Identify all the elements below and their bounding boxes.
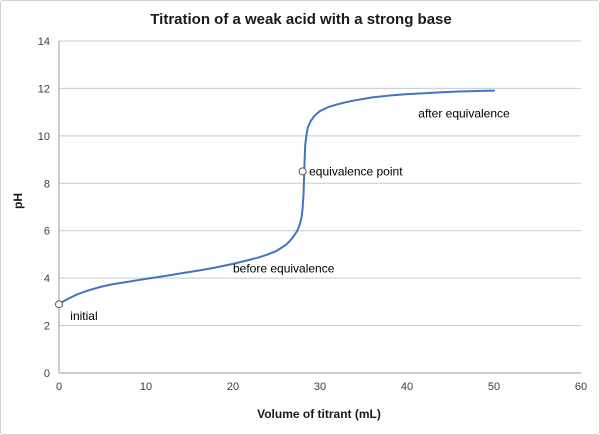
gridlines	[59, 40, 581, 374]
annotation-after-equivalence: after equivalence	[418, 106, 510, 120]
chart-title: Titration of a weak acid with a strong b…	[150, 11, 451, 28]
data-point-markers	[55, 167, 307, 309]
x-tick-label-60: 60	[575, 381, 587, 393]
annotation-initial: initial	[70, 309, 97, 323]
y-tick-label-12: 12	[38, 83, 50, 95]
x-tick-label-20: 20	[227, 381, 239, 393]
x-tick-labels: 0 10 20 30 40 50 60	[56, 381, 587, 393]
y-tick-label-14: 14	[38, 36, 50, 48]
x-axis-title: Volume of titrant (mL)	[257, 407, 381, 421]
x-tick-label-30: 30	[314, 381, 326, 393]
marker-initial	[55, 300, 63, 309]
marker-equivalence-point	[298, 167, 307, 176]
y-tick-label-10: 10	[38, 131, 50, 143]
x-tick-label-0: 0	[56, 381, 62, 393]
annotations: initial equivalence point before equivalen…	[70, 106, 510, 323]
y-tick-label-8: 8	[44, 178, 50, 190]
x-tick-label-10: 10	[140, 381, 152, 393]
axes	[58, 41, 581, 374]
y-tick-label-2: 2	[44, 321, 50, 333]
y-tick-label-0: 0	[44, 368, 50, 380]
annotation-before-equivalence: before equivalence	[233, 262, 335, 276]
y-tick-label-4: 4	[44, 273, 50, 285]
titration-curve	[58, 89, 495, 306]
y-tick-label-6: 6	[44, 226, 50, 238]
annotation-equivalence-point: equivalence point	[309, 164, 403, 178]
x-tick-label-50: 50	[488, 381, 500, 393]
y-tick-labels: 0 2 4 6 8 10 12 14	[38, 36, 50, 380]
x-tick-label-40: 40	[401, 381, 413, 393]
y-axis-title: pH	[11, 193, 25, 209]
